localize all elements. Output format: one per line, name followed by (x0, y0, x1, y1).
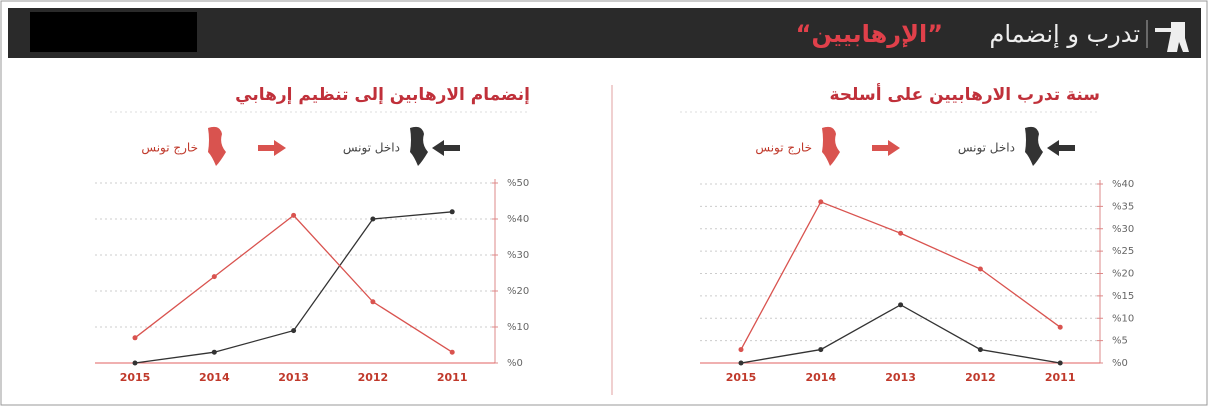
y-tick-label: %25 (1112, 246, 1134, 257)
legend-arrow (1047, 140, 1075, 156)
header-title: تدرب و إنضمام (989, 20, 1140, 49)
series-point (977, 347, 983, 353)
x-tick-label: 2014 (805, 371, 836, 384)
legend-map (208, 126, 226, 166)
redaction (30, 12, 197, 52)
series-point (977, 266, 983, 272)
legend-label: خارج تونس (141, 141, 198, 156)
series-point (291, 212, 297, 218)
legend-label: داخل تونس (958, 141, 1015, 156)
y-tick-label: %20 (1112, 269, 1134, 280)
series-point (449, 209, 455, 215)
series-point (132, 335, 138, 341)
series-point (370, 299, 376, 305)
y-tick-label: %20 (507, 286, 529, 297)
series-point (211, 349, 217, 355)
y-tick-label: %40 (1112, 179, 1134, 190)
y-tick-label: %15 (1112, 291, 1134, 302)
series-point (1057, 360, 1063, 366)
x-tick-label: 2013 (885, 371, 916, 384)
series-point (738, 360, 744, 366)
x-tick-label: 2013 (278, 371, 309, 384)
legend-map (822, 126, 840, 166)
y-tick-label: %30 (507, 250, 529, 261)
y-tick-label: %30 (1112, 224, 1134, 235)
header-bar (8, 8, 1201, 58)
series-point (738, 347, 744, 353)
series-point (818, 347, 824, 353)
x-tick-label: 2012 (965, 371, 996, 384)
legend-map (1025, 126, 1043, 166)
header-highlight: “الإرهابيين” (796, 20, 943, 48)
series-point (370, 216, 376, 222)
y-tick-label: %50 (507, 178, 529, 189)
y-tick-label: %40 (507, 214, 529, 225)
legend-label: خارج تونس (755, 141, 812, 156)
series-point (818, 199, 824, 205)
legend-map (410, 126, 428, 166)
x-tick-label: 2014 (199, 371, 230, 384)
legend-label: داخل تونس (343, 141, 400, 156)
chart-title: سنة تدرب الارهابيين على أسلحة (829, 83, 1100, 105)
legend-arrow (872, 140, 900, 156)
soldier-icon (1155, 22, 1189, 52)
series-point (211, 274, 217, 280)
series-point (1057, 324, 1063, 330)
legend-arrow (432, 140, 460, 156)
series-point (291, 328, 297, 334)
y-tick-label: %10 (507, 322, 529, 333)
series-point (898, 230, 904, 236)
chart-title: إنضمام الارهابين إلى تنظيم إرهابي (235, 85, 530, 105)
y-tick-label: %0 (507, 358, 523, 369)
y-tick-label: %5 (1112, 336, 1128, 347)
y-tick-label: %35 (1112, 201, 1134, 212)
x-tick-label: 2012 (358, 371, 389, 384)
x-tick-label: 2015 (120, 371, 151, 384)
x-tick-label: 2015 (726, 371, 757, 384)
series-point (132, 360, 138, 366)
x-tick-label: 2011 (1045, 371, 1076, 384)
series-point (898, 302, 904, 308)
series-point (449, 349, 455, 355)
y-tick-label: %0 (1112, 358, 1128, 369)
x-tick-label: 2011 (437, 371, 468, 384)
legend-arrow (258, 140, 286, 156)
y-tick-label: %10 (1112, 313, 1134, 324)
